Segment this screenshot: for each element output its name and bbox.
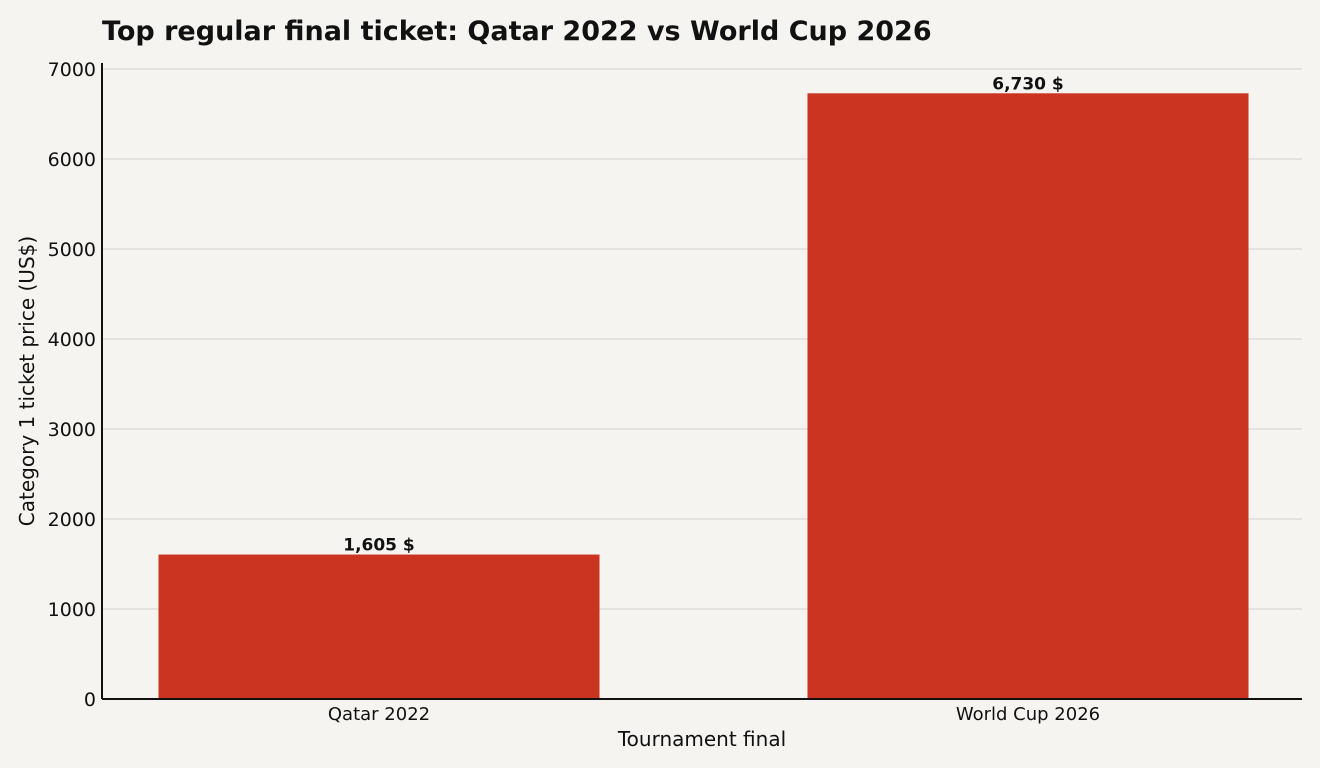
chart-title: Top regular final ticket: Qatar 2022 vs … (102, 16, 932, 47)
bar-value-label: 6,730 $ (992, 74, 1064, 94)
x-tick-labels: Qatar 2022 World Cup 2026 (328, 704, 1100, 725)
x-tick-label: Qatar 2022 (328, 704, 430, 725)
y-axis-label: Category 1 ticket price (US$) (15, 236, 39, 526)
axes (101, 63, 1302, 700)
y-tick-label: 3000 (48, 419, 96, 441)
y-tick-labels: 0 1000 2000 3000 4000 5000 6000 7000 (48, 59, 96, 711)
bar-value-label: 1,605 $ (343, 536, 415, 556)
bar (158, 554, 600, 699)
y-tick-label: 7000 (48, 59, 96, 81)
y-tick-label: 1000 (48, 599, 96, 621)
gridlines (102, 68, 1302, 610)
x-axis-label: Tournament final (617, 727, 786, 751)
data-labels: 1,605 $ 6,730 $ (343, 74, 1064, 555)
y-tick-label: 5000 (48, 239, 96, 261)
y-tick-label: 6000 (48, 149, 96, 171)
y-tick-label: 2000 (48, 509, 96, 531)
y-tick-label: 4000 (48, 329, 96, 351)
bars (158, 93, 1249, 700)
bar (807, 93, 1249, 700)
y-tick-label: 0 (84, 689, 96, 711)
x-tick-label: World Cup 2026 (956, 704, 1100, 725)
